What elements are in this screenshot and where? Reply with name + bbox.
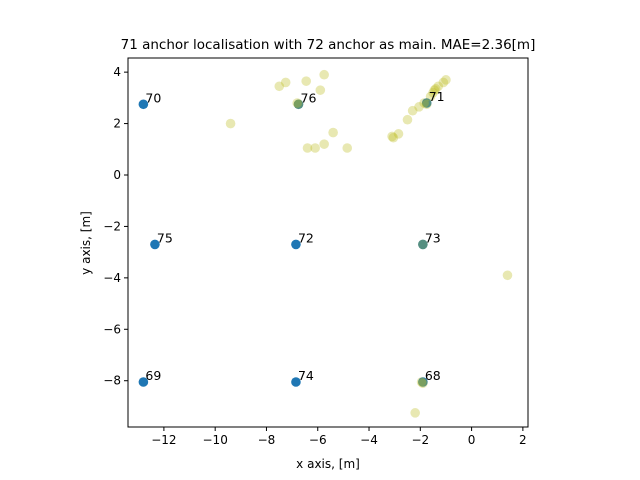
estimate-point <box>387 131 397 142</box>
estimate-point <box>433 81 444 92</box>
y-tick-label: 2 <box>113 117 121 131</box>
estimate-point <box>502 270 513 281</box>
estimate-point <box>428 87 438 98</box>
estimate-point <box>328 127 338 138</box>
estimate-point <box>292 98 303 108</box>
y-axis-label: y axis, [m] <box>79 211 93 275</box>
chart-title: 71 anchor localisation with 72 anchor as… <box>121 37 536 53</box>
estimate-point <box>393 129 404 139</box>
estimate-point <box>418 378 428 389</box>
x-tick-label: −8 <box>258 433 276 447</box>
anchor-label: 70 <box>145 90 161 105</box>
anchor-label: 76 <box>301 90 317 105</box>
anchor-label: 71 <box>429 89 445 104</box>
x-tick-label: −10 <box>203 433 228 447</box>
estimate-point <box>310 143 320 153</box>
estimate-point <box>302 143 313 153</box>
estimate-point <box>421 99 432 110</box>
y-tick-label: 4 <box>113 65 121 79</box>
anchor-label: 74 <box>298 368 314 383</box>
x-axis-label: x axis, [m] <box>296 457 360 471</box>
plot-area: 70 71 72 73 74 75 76 68 69 <box>138 69 513 418</box>
anchor-label: 75 <box>157 230 173 245</box>
x-tick-label: −4 <box>360 433 378 447</box>
estimate-point <box>425 91 436 102</box>
estimate-point <box>414 102 424 112</box>
y-tick-label: −4 <box>103 271 121 285</box>
estimate-point <box>441 75 451 85</box>
estimate-point <box>419 98 429 108</box>
estimate-point <box>388 132 399 143</box>
x-axis: −12 −10 −8 −6 −4 −2 0 2 <box>151 427 527 447</box>
estimate-point <box>293 99 304 110</box>
estimate-point <box>225 118 236 129</box>
estimate-point <box>319 139 329 149</box>
estimate-point <box>315 85 326 95</box>
estimate-point <box>342 143 353 153</box>
plot-frame <box>127 57 529 428</box>
anchor-point <box>291 377 301 387</box>
x-tick-label: 0 <box>468 433 476 447</box>
x-tick-label: 2 <box>519 433 527 447</box>
x-tick-label: −12 <box>151 433 176 447</box>
anchor-point <box>138 99 149 110</box>
estimate-point <box>319 69 329 80</box>
y-tick-label: −6 <box>103 322 121 336</box>
anchor-label: 69 <box>145 368 161 383</box>
x-tick-label: −2 <box>411 433 429 447</box>
anchor-label: 72 <box>298 230 314 245</box>
y-tick-label: −2 <box>103 219 121 233</box>
y-tick-label: −8 <box>103 374 121 388</box>
estimate-point <box>418 239 428 250</box>
estimate-point <box>402 114 413 125</box>
anchor-point <box>138 377 149 387</box>
y-axis: −8 −6 −4 −2 0 2 4 <box>103 65 128 388</box>
anchor-point <box>418 239 428 250</box>
anchor-point <box>421 98 432 108</box>
estimate-point <box>407 105 418 116</box>
estimate-point <box>410 408 420 418</box>
x-tick-label: −6 <box>309 433 327 447</box>
anchor-point <box>150 239 160 250</box>
estimate-point <box>280 77 291 88</box>
estimate-point <box>438 77 449 88</box>
anchor-point <box>293 99 304 110</box>
estimate-point <box>274 81 285 92</box>
anchor-point <box>418 377 428 387</box>
anchor-point <box>291 239 301 250</box>
estimate-point <box>429 85 440 95</box>
anchor-label: 73 <box>425 230 441 245</box>
estimate-point <box>301 76 312 86</box>
estimate-point <box>430 84 441 94</box>
anchor-label: 68 <box>425 368 441 383</box>
y-tick-label: 0 <box>113 168 121 182</box>
estimate-point <box>416 377 427 387</box>
